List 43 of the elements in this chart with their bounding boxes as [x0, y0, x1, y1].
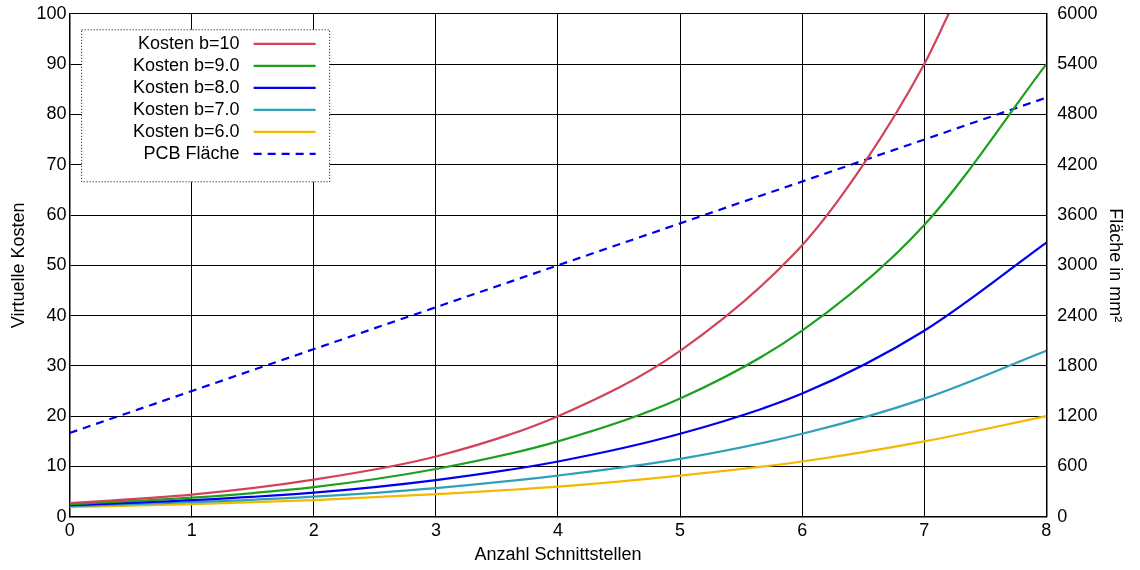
x-tick-label: 5 — [675, 519, 686, 540]
y2-tick-label: 1200 — [1057, 405, 1098, 426]
legend-label: PCB Fläche — [143, 142, 240, 163]
x-tick-label: 6 — [797, 519, 808, 540]
y2-tick-label: 6000 — [1057, 2, 1098, 23]
legend-label: Kosten b=6.0 — [133, 120, 240, 141]
y2-tick-label: 600 — [1057, 455, 1088, 476]
x-tick-label: 7 — [919, 519, 930, 540]
x-tick-label: 4 — [552, 519, 563, 540]
y2-tick-label: 1800 — [1057, 354, 1098, 375]
x-tick-label: 1 — [186, 519, 197, 540]
y-tick-label: 30 — [46, 354, 67, 375]
y2-tick-label: 4200 — [1057, 153, 1098, 174]
x-tick-label: 3 — [430, 519, 441, 540]
legend-label: Kosten b=9.0 — [133, 54, 240, 75]
y2-tick-label: 3000 — [1057, 254, 1098, 275]
x-tick-label: 2 — [308, 519, 319, 540]
y-tick-label: 50 — [46, 254, 67, 275]
y-tick-label: 60 — [46, 203, 67, 224]
y2-tick-label: 3600 — [1057, 203, 1098, 224]
y-tick-label: 20 — [46, 405, 67, 426]
x-tick-label: 8 — [1041, 519, 1052, 540]
legend-label: Kosten b=7.0 — [133, 98, 240, 119]
line-series — [69, 415, 1047, 509]
line-series — [69, 13, 950, 505]
y-tick-label: 70 — [46, 153, 67, 174]
y-tick-label: 0 — [56, 505, 67, 526]
y-tick-label: 80 — [46, 103, 67, 124]
y-tick-label: 40 — [46, 304, 67, 325]
y2-tick-label: 2400 — [1057, 304, 1098, 325]
legend-label: Kosten b=10 — [138, 32, 240, 53]
legend-label: Kosten b=8.0 — [133, 76, 240, 97]
line-series — [69, 241, 1047, 507]
y2-tick-label: 0 — [1057, 505, 1068, 526]
y-tick-label: 90 — [46, 53, 67, 74]
y2-tick-label: 5400 — [1057, 53, 1098, 74]
x-axis-title: Anzahl Schnittstellen — [474, 544, 642, 565]
y-tick-label: 10 — [46, 455, 67, 476]
y2-tick-label: 4800 — [1057, 103, 1098, 124]
y-axis-title: Virtuelle Kosten — [7, 202, 28, 329]
line-series — [69, 349, 1047, 508]
y-tick-label: 100 — [36, 2, 67, 23]
y2-axis-title: Fläche in mm² — [1106, 208, 1127, 323]
